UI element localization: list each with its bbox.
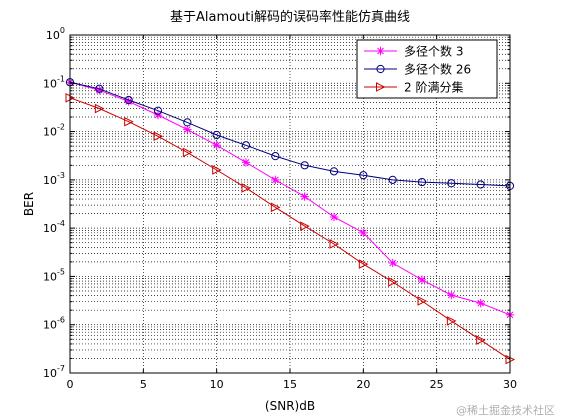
data-point-circle [329,167,339,176]
series-line [69,81,511,316]
x-tick-label: 10 [210,378,224,391]
legend-label: 多径个数 3 [404,44,463,59]
data-point-circle [95,84,104,93]
data-point-circle [271,152,280,161]
watermark-text: @稀土掘金技术社区 [456,404,555,417]
x-tick-label: 5 [140,378,147,391]
legend-label: 2 阶满分集 [404,80,463,95]
data-point-triangle [212,165,222,175]
y-tick-label: 100 [46,26,65,42]
data-point-star [212,141,221,150]
data-point-triangle [476,335,486,345]
data-point-circle [183,118,192,127]
legend-entry-3: 2 阶满分集 [364,80,463,95]
legend-entry-1: 多径个数 3 [364,44,463,59]
x-tick-label: 20 [356,378,370,391]
data-point-circle [359,171,368,180]
data-point-triangle [270,202,281,213]
data-point-circle [417,177,427,187]
legend: 多径个数 3 多径个数 26 2 阶满分集 [356,39,498,99]
data-point-triangle [358,259,369,269]
data-point-star [124,97,133,106]
data-point-circle [153,106,163,115]
y-tick-label: 10-3 [43,171,65,187]
series-group [65,78,516,365]
data-point-star [359,228,368,238]
data-point-star [300,192,309,201]
data-point-star [153,110,163,120]
data-point-star [417,275,427,285]
data-point-star [476,298,485,308]
data-point-triangle [446,316,457,326]
data-point-circle [447,179,456,188]
y-tick-label: 10-1 [43,74,65,90]
data-point-circle [476,180,485,189]
x-axis-label: (SNR)dB [265,399,315,413]
data-point-triangle [417,296,428,306]
data-point-circle [300,161,309,170]
x-tick-label: 15 [283,378,297,391]
y-tick-label: 10-2 [43,123,65,139]
y-tick-label: 10-7 [43,364,65,380]
data-point-triangle [153,131,164,142]
y-tick-label: 10-6 [43,316,65,332]
series-line [69,81,511,187]
legend-label: 多径个数 26 [404,62,471,77]
legend-entry-2: 多径个数 26 [364,62,471,77]
axis-ticks: 0 5 10 15 20 25 30 100 10-1 10-2 10-3 10-4 10-5 10-6 1… [43,26,517,391]
chart-title: 基于Alamouti解码的误码率性能仿真曲线 [170,9,410,25]
data-point-triangle [388,277,398,287]
data-point-triangle [241,183,252,193]
data-point-circle [388,175,397,184]
data-point-circle [124,95,133,105]
data-point-star [241,158,251,167]
series-line [69,97,511,360]
x-tick-label: 0 [67,378,74,391]
data-point-triangle [124,116,134,127]
data-point-star [95,85,104,95]
y-tick-label: 10-4 [43,219,65,235]
y-axis-label: BER [22,192,36,216]
data-point-circle [212,130,221,140]
data-point-star [271,175,280,185]
y-tick-label: 10-5 [43,267,65,283]
data-point-triangle [329,239,340,249]
data-point-triangle [94,103,105,114]
data-point-star [329,212,339,222]
data-point-triangle [300,221,310,231]
x-tick-label: 25 [430,378,444,391]
data-point-circle [376,64,385,74]
data-point-triangle [182,147,193,158]
data-point-star [183,125,192,134]
x-tick-label: 30 [503,378,517,391]
data-point-circle [241,141,251,150]
data-point-star [388,258,397,268]
data-point-star [447,290,456,300]
data-point-star [376,46,385,56]
data-point-triangle [376,82,386,92]
